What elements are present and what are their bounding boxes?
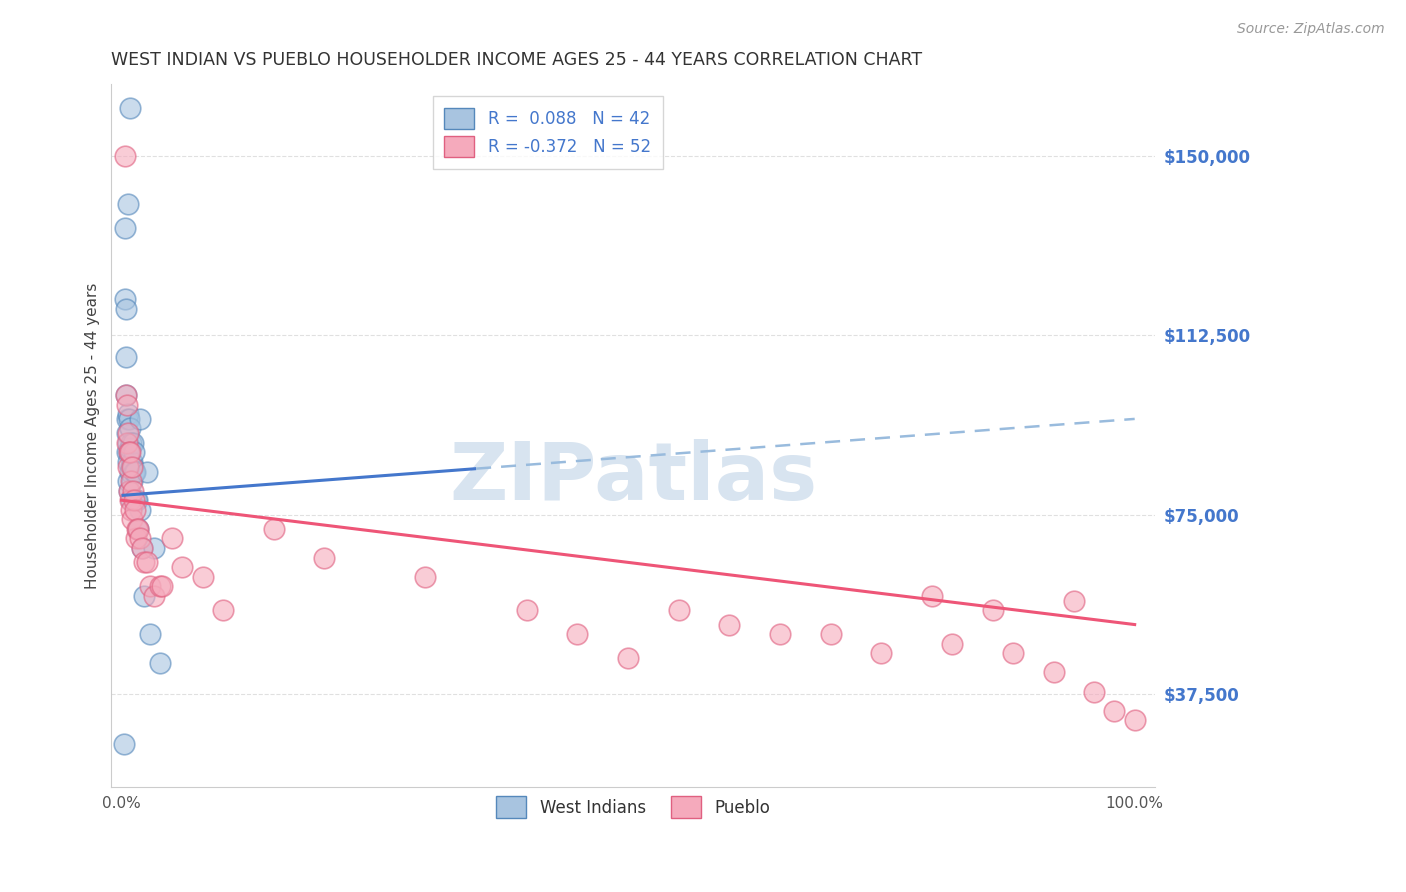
Point: [125, 493, 148, 508]
Point: [135, 555, 157, 569]
Point: [125, 522, 148, 536]
Point: [132, 555, 155, 569]
Point: [125, 532, 148, 546]
Point: [1002, 646, 1025, 660]
Point: [114, 388, 136, 402]
Point: [117, 459, 139, 474]
Point: [121, 455, 143, 469]
Legend: West Indians, Pueblo: West Indians, Pueblo: [489, 789, 776, 824]
Point: [125, 493, 148, 508]
Point: [128, 532, 150, 546]
Point: [127, 522, 149, 536]
Point: [121, 474, 143, 488]
Point: [118, 421, 141, 435]
Point: [118, 441, 141, 455]
Point: [567, 627, 589, 641]
Point: [191, 570, 214, 584]
Point: [117, 426, 139, 441]
Point: [122, 493, 145, 508]
Point: [117, 196, 139, 211]
Point: [117, 455, 139, 469]
Point: [121, 512, 143, 526]
Point: [124, 465, 146, 479]
Point: [114, 149, 136, 163]
Point: [118, 465, 141, 479]
Point: [149, 656, 172, 670]
Point: [117, 445, 139, 459]
Point: [820, 627, 842, 641]
Point: [127, 522, 149, 536]
Point: [120, 435, 142, 450]
Point: [115, 426, 138, 441]
Point: [1083, 684, 1105, 698]
Point: [139, 579, 162, 593]
Point: [115, 445, 138, 459]
Point: [115, 435, 138, 450]
Point: [718, 617, 741, 632]
Text: ZIPatlas: ZIPatlas: [449, 439, 817, 516]
Point: [115, 398, 138, 412]
Point: [128, 502, 150, 516]
Point: [118, 493, 141, 508]
Point: [131, 541, 153, 555]
Point: [516, 603, 538, 617]
Point: [121, 459, 143, 474]
Point: [131, 541, 153, 555]
Point: [150, 579, 173, 593]
Point: [117, 435, 139, 450]
Point: [128, 412, 150, 426]
Point: [117, 407, 139, 421]
Point: [118, 445, 141, 459]
Point: [122, 445, 145, 459]
Point: [263, 522, 285, 536]
Point: [114, 301, 136, 316]
Point: [415, 570, 437, 584]
Point: [143, 541, 166, 555]
Point: [117, 445, 139, 459]
Point: [314, 550, 336, 565]
Point: [143, 589, 166, 603]
Point: [114, 350, 136, 364]
Point: [115, 412, 138, 426]
Point: [117, 474, 139, 488]
Text: WEST INDIAN VS PUEBLO HOUSEHOLDER INCOME AGES 25 - 44 YEARS CORRELATION CHART: WEST INDIAN VS PUEBLO HOUSEHOLDER INCOME…: [111, 51, 922, 69]
Point: [121, 483, 143, 498]
Point: [118, 101, 141, 115]
Point: [114, 388, 136, 402]
Point: [1123, 713, 1146, 727]
Point: [117, 483, 139, 498]
Point: [120, 493, 142, 508]
Point: [921, 589, 943, 603]
Point: [149, 579, 172, 593]
Point: [114, 220, 136, 235]
Point: [769, 627, 792, 641]
Point: [112, 737, 135, 751]
Point: [121, 459, 143, 474]
Point: [132, 589, 155, 603]
Point: [212, 603, 235, 617]
Point: [117, 483, 139, 498]
Point: [668, 603, 690, 617]
Point: [114, 293, 136, 307]
Point: [122, 465, 145, 479]
Point: [1063, 593, 1085, 607]
Point: [870, 646, 893, 660]
Point: [172, 560, 194, 574]
Point: [617, 651, 640, 665]
Point: [120, 502, 142, 516]
Point: [139, 627, 162, 641]
Point: [120, 474, 142, 488]
Y-axis label: Householder Income Ages 25 - 44 years: Householder Income Ages 25 - 44 years: [86, 283, 100, 589]
Point: [117, 412, 139, 426]
Text: Source: ZipAtlas.com: Source: ZipAtlas.com: [1237, 22, 1385, 37]
Point: [941, 637, 963, 651]
Point: [135, 465, 157, 479]
Point: [1104, 704, 1126, 718]
Point: [981, 603, 1004, 617]
Point: [124, 502, 146, 516]
Point: [121, 435, 143, 450]
Point: [120, 459, 142, 474]
Point: [160, 532, 183, 546]
Point: [1042, 665, 1064, 680]
